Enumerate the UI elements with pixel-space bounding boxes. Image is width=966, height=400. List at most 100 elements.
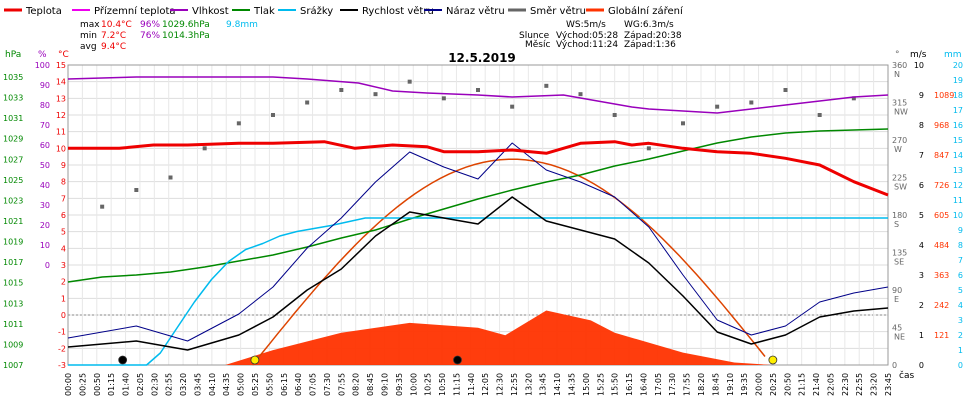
tick-label-hpa: 1021 bbox=[3, 217, 23, 226]
series-radiation-envelope bbox=[251, 158, 766, 366]
tick-label-hpa: 1027 bbox=[3, 155, 23, 164]
tick-label-humidity: 10 bbox=[40, 241, 50, 250]
tick-label-wind: 9 bbox=[919, 91, 924, 100]
tick-label-radiation: 484 bbox=[934, 241, 949, 250]
tick-label-rain: 3 bbox=[958, 316, 963, 325]
tick-label-rain: 20 bbox=[953, 61, 963, 70]
tick-label-time: 17:55 bbox=[683, 373, 692, 396]
tick-label-rain: 18 bbox=[953, 91, 963, 100]
tick-label-temp: 14 bbox=[56, 78, 66, 87]
wind-direction-point bbox=[544, 83, 549, 88]
sun-moon-block: WS:5m/s WG:6.3m/s Slunce Východ:05:28 Zá… bbox=[519, 20, 682, 50]
tick-label-temp: 10 bbox=[56, 144, 66, 153]
mm-unit: mm bbox=[944, 50, 962, 60]
tick-label-direction: 270 bbox=[892, 136, 907, 145]
stats-avg-temp: 9.4°C bbox=[101, 42, 126, 52]
tick-label-cardinal: E bbox=[894, 295, 899, 304]
tick-label-hpa: 1035 bbox=[3, 73, 23, 82]
tick-label-time: 23:20 bbox=[870, 373, 879, 396]
tick-label-temp: 11 bbox=[56, 128, 66, 137]
tick-label-time: 02:30 bbox=[150, 373, 159, 396]
tick-label-temp: 3 bbox=[61, 261, 66, 270]
tick-label-radiation: 847 bbox=[934, 151, 949, 160]
tick-label-time: 17:30 bbox=[668, 373, 677, 396]
tick-label-time: 03:45 bbox=[193, 373, 202, 396]
tick-label-time: 02:05 bbox=[136, 373, 145, 396]
stats-avg-label: avg bbox=[80, 42, 97, 52]
tick-label-humidity: 80 bbox=[40, 101, 50, 110]
tick-label-time: 20:00 bbox=[755, 373, 764, 396]
tick-label-direction: 315 bbox=[892, 99, 907, 108]
tick-label-hpa: 1031 bbox=[3, 114, 23, 123]
stats-max-temp: 10.4°C bbox=[101, 20, 132, 30]
tick-label-rain: 9 bbox=[958, 226, 963, 235]
tick-label-rain: 2 bbox=[958, 331, 963, 340]
tick-label-time: 15:00 bbox=[582, 373, 591, 396]
wind-direction-point bbox=[715, 104, 720, 109]
wind-direction-point bbox=[134, 188, 139, 192]
wind-direction-point bbox=[236, 121, 241, 126]
tick-label-time: 22:55 bbox=[855, 373, 864, 396]
moon-rise: Východ:11:24 bbox=[556, 40, 618, 50]
tick-label-humidity: 60 bbox=[40, 141, 50, 150]
tick-label-time: 08:20 bbox=[352, 373, 361, 396]
legend: Teplota Přízemní teplota Vlhkost Tlak Sr… bbox=[4, 5, 684, 17]
tick-label-direction: 180 bbox=[892, 211, 907, 220]
legend-label: Rychlost větru bbox=[362, 5, 434, 17]
tick-label-humidity: 70 bbox=[40, 121, 50, 130]
tick-label-rain: 1 bbox=[958, 346, 963, 355]
tick-label-time: 19:35 bbox=[740, 373, 749, 396]
wind-direction-point bbox=[339, 88, 344, 92]
tick-label-hpa: 1009 bbox=[3, 340, 23, 349]
wind-direction-point bbox=[646, 146, 651, 151]
wind-direction-point bbox=[510, 104, 515, 109]
sun-moon-marker bbox=[250, 355, 260, 365]
sun-moon-marker bbox=[118, 355, 128, 365]
tick-label-direction: 0 bbox=[892, 361, 897, 370]
tick-label-rain: 15 bbox=[953, 136, 963, 145]
tick-label-time: 10:00 bbox=[409, 373, 418, 396]
stats-max-press: 1029.6hPa bbox=[162, 20, 210, 30]
tick-label-time: 03:20 bbox=[179, 373, 188, 396]
tick-label-time: 06:15 bbox=[280, 373, 289, 396]
tick-label-time: 01:40 bbox=[122, 373, 131, 396]
tick-label-time: 02:55 bbox=[165, 373, 174, 396]
tick-label-radiation: 1089 bbox=[934, 91, 954, 100]
tick-label-temp: 6 bbox=[61, 211, 66, 220]
tick-label-wind: 1 bbox=[919, 331, 924, 340]
tick-label-time: 22:30 bbox=[841, 373, 850, 396]
series-pressure-line bbox=[67, 128, 889, 283]
tick-label-wind: 6 bbox=[919, 181, 924, 190]
legend-label: Vlhkost bbox=[192, 6, 229, 17]
tick-label-time: 04:35 bbox=[222, 373, 231, 396]
tick-label-time: 20:25 bbox=[769, 373, 778, 396]
tick-label-time: 00:25 bbox=[78, 373, 87, 396]
tick-label-time: 15:25 bbox=[596, 373, 605, 396]
hpa-unit: hPa bbox=[5, 50, 21, 60]
tick-label-time: 16:15 bbox=[625, 373, 634, 396]
tick-label-time: 22:05 bbox=[826, 373, 835, 396]
tick-label-radiation: 726 bbox=[934, 181, 949, 190]
wg-value: WG:6.3m/s bbox=[624, 20, 674, 30]
tick-label-time: 18:20 bbox=[697, 373, 706, 396]
sun-moon-marker bbox=[453, 355, 462, 365]
tick-label-direction: 135 bbox=[892, 249, 907, 258]
tick-label-time: 05:00 bbox=[237, 373, 246, 396]
tick-label-hpa: 1023 bbox=[3, 196, 23, 205]
deg-unit: °C bbox=[58, 50, 69, 60]
tick-label-temp: -1 bbox=[58, 328, 66, 337]
tick-label-humidity: 90 bbox=[40, 81, 50, 90]
wind-direction-point bbox=[407, 79, 412, 84]
tick-label-time: 08:45 bbox=[366, 373, 375, 396]
pct-unit: % bbox=[38, 50, 47, 60]
tick-label-temp: 13 bbox=[56, 94, 66, 103]
tick-label-rain: 17 bbox=[953, 106, 963, 115]
tick-label-wind: 2 bbox=[919, 301, 924, 310]
tick-label-hpa: 1011 bbox=[3, 320, 23, 329]
series-temperature-line bbox=[68, 140, 889, 197]
stats-max-label: max bbox=[80, 20, 100, 30]
tick-label-radiation: 605 bbox=[934, 211, 949, 220]
tick-label-wind: 10 bbox=[914, 61, 924, 70]
legend-label: Teplota bbox=[25, 6, 62, 17]
